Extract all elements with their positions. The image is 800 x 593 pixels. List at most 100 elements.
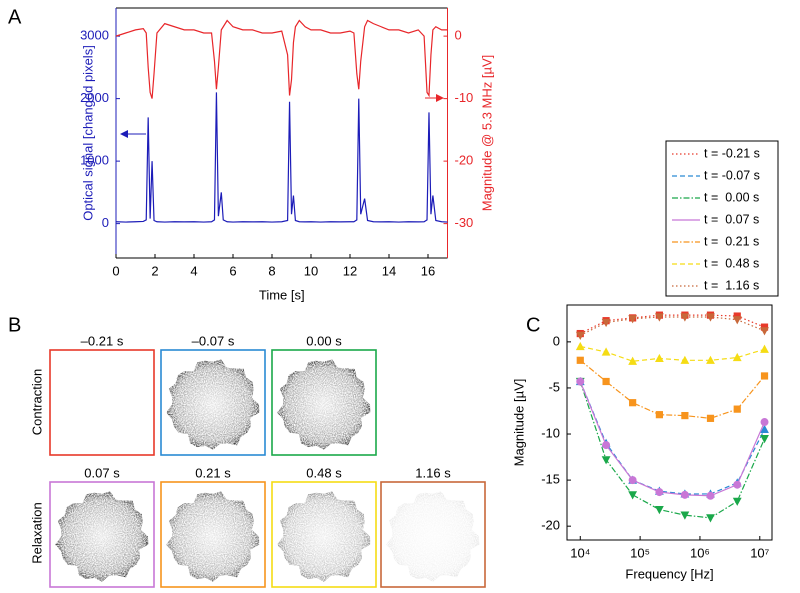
data-line	[579, 381, 766, 519]
image-frame	[380, 481, 486, 588]
marker	[733, 312, 741, 320]
x-tick-label: 10⁵	[630, 545, 650, 560]
marker	[654, 353, 664, 363]
cell-image	[386, 491, 480, 582]
data-line	[115, 92, 448, 223]
marker	[680, 313, 690, 322]
y-tick-label: -10	[541, 425, 560, 440]
marker	[706, 355, 715, 364]
y-tick-label: -20	[541, 518, 560, 533]
marker	[732, 497, 742, 506]
marker	[680, 355, 690, 364]
marker	[732, 316, 742, 325]
frame-label: 1.16 s	[415, 465, 451, 480]
x-tick-label: 8	[268, 263, 275, 278]
x-tick-label: 10⁴	[570, 545, 590, 560]
y-tick-label: 1000	[80, 153, 109, 168]
marker	[629, 399, 637, 407]
x-tick-label: 6	[229, 263, 236, 278]
legend-label: t = 0.48 s	[704, 256, 759, 270]
marker	[706, 514, 715, 523]
marker	[760, 372, 769, 380]
legend-label: t = 0.21 s	[704, 234, 759, 248]
marker	[733, 405, 741, 413]
x-tick-label: 16	[421, 263, 435, 278]
marker	[628, 476, 637, 485]
x-tick-label: 4	[190, 263, 197, 278]
x-axis-label: Frequency [Hz]	[625, 566, 713, 581]
x-axis-label: Time [s]	[259, 287, 305, 302]
frame-border	[160, 349, 266, 456]
cell-image	[277, 359, 371, 450]
legend-label: t = -0.21 s	[704, 146, 760, 160]
cell-image	[166, 491, 260, 582]
marker	[760, 323, 769, 331]
y2-tick-label: -30	[455, 215, 474, 230]
marker	[760, 418, 769, 427]
legend-label: t = 1.16 s	[704, 278, 759, 292]
marker	[681, 411, 689, 420]
y2-tick-label: 0	[455, 28, 462, 43]
row-label: Relaxation	[29, 502, 44, 563]
marker	[706, 313, 715, 322]
cell-image	[166, 359, 260, 450]
x-tick-label: 10⁶	[690, 545, 710, 560]
x-tick-label: 14	[382, 263, 396, 278]
x-tick-label: 10	[304, 263, 318, 278]
marker	[601, 347, 611, 356]
frame-border	[380, 481, 486, 588]
marker	[733, 480, 742, 489]
y-axis-label: Optical signal [changed pixels]	[80, 45, 95, 221]
marker	[655, 488, 664, 497]
marker	[602, 441, 611, 450]
y2-tick-label: -10	[455, 90, 474, 105]
marker	[706, 491, 715, 500]
legend-label: t = 0.07 s	[704, 212, 759, 226]
x-tick-label: 10⁷	[750, 545, 769, 560]
marker	[760, 424, 769, 434]
marker	[654, 505, 664, 515]
y2-tick-label: -20	[455, 153, 474, 168]
frame-label: 0.07 s	[84, 465, 120, 480]
frame-border	[271, 349, 377, 456]
marker	[706, 414, 715, 422]
row-label: Contraction	[29, 369, 44, 435]
legend-label: t = 0.00 s	[704, 190, 759, 204]
marker	[576, 377, 585, 386]
x-tick-label: 12	[343, 263, 357, 278]
y-axis-label: Magnitude [µV]	[511, 379, 526, 467]
marker	[575, 331, 585, 341]
marker	[680, 490, 689, 499]
data-line	[579, 381, 766, 497]
data-line	[115, 19, 448, 99]
frame-border	[271, 481, 377, 588]
panel-label: A	[8, 6, 22, 28]
cell-image	[277, 491, 371, 582]
image-frame	[271, 349, 377, 456]
image-frame	[49, 481, 155, 588]
image-frame	[160, 481, 266, 588]
marker	[760, 344, 769, 353]
data-line	[580, 345, 765, 362]
plot-frame	[566, 304, 773, 541]
frame-label: 0.48 s	[306, 465, 342, 480]
y-tick-label: 2000	[80, 90, 109, 105]
marker	[628, 356, 638, 365]
y-tick-label: -5	[548, 379, 560, 394]
image-background	[50, 350, 154, 455]
frame-label: 0.21 s	[195, 465, 231, 480]
marker	[602, 377, 610, 386]
marker	[655, 411, 663, 419]
marker	[601, 318, 611, 328]
legend-box	[665, 140, 779, 297]
marker	[628, 315, 638, 324]
data-line	[579, 359, 765, 419]
data-line	[579, 381, 766, 495]
marker	[760, 327, 769, 336]
frame-label: 0.00 s	[306, 333, 342, 348]
marker	[680, 511, 690, 520]
y2-axis-label: Magnitude @ 5.3 MHz [µV]	[479, 55, 494, 212]
frame-border	[49, 481, 155, 588]
data-line	[580, 314, 765, 335]
